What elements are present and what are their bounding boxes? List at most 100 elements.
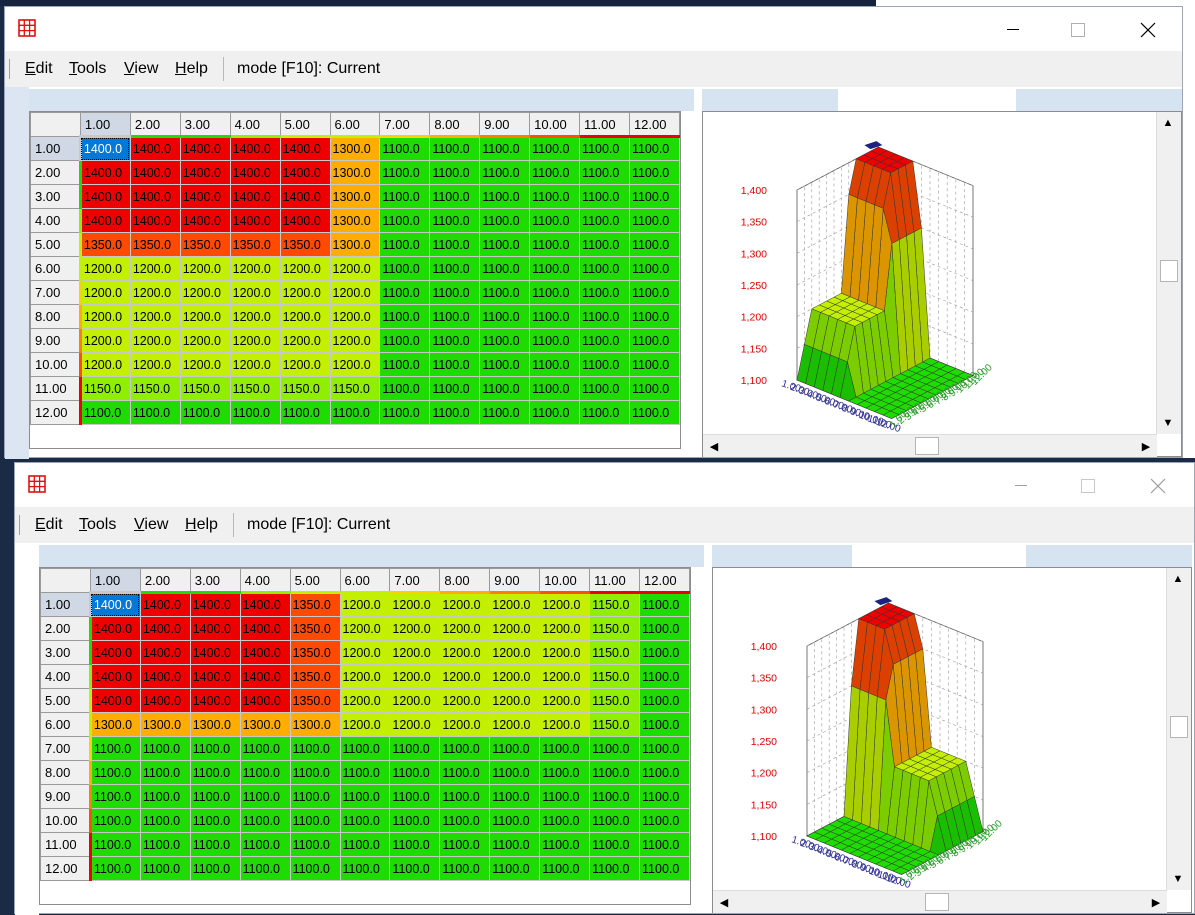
column-header[interactable]: 4.00 <box>239 568 291 594</box>
table-cell[interactable]: 1100.0 <box>529 184 581 209</box>
table-cell[interactable]: 1100.0 <box>579 160 630 185</box>
table-cell[interactable]: 1200.0 <box>229 328 281 353</box>
table-cell[interactable]: 1100.0 <box>139 784 191 809</box>
table-cell[interactable]: 1100.0 <box>628 304 680 329</box>
table-cell[interactable]: 1100.0 <box>429 136 481 161</box>
table-cell[interactable]: 1100.0 <box>289 856 341 881</box>
table-cell[interactable]: 1100.0 <box>639 616 690 641</box>
table-cell[interactable]: 1100.0 <box>89 736 141 761</box>
column-header[interactable]: 10.00 <box>529 112 581 138</box>
table-cell[interactable]: 1400.0 <box>189 616 241 641</box>
menu-help[interactable]: Help <box>175 60 208 77</box>
table-cell[interactable]: 1200.0 <box>279 352 331 377</box>
table-cell[interactable]: 1400.0 <box>239 616 291 641</box>
table-cell[interactable]: 1100.0 <box>489 736 541 761</box>
column-header[interactable]: 9.00 <box>479 112 531 138</box>
table-cell[interactable]: 1200.0 <box>129 352 181 377</box>
column-header[interactable]: 12.00 <box>628 112 680 138</box>
table-cell[interactable]: 1200.0 <box>539 616 591 641</box>
table-cell[interactable]: 1100.0 <box>189 832 241 857</box>
table-cell[interactable]: 1200.0 <box>329 352 381 377</box>
table-cell[interactable]: 1100.0 <box>479 256 531 281</box>
table-cell[interactable]: 1100.0 <box>439 784 491 809</box>
table-cell[interactable]: 1100.0 <box>429 208 481 233</box>
table-cell[interactable]: 1100.0 <box>628 184 680 209</box>
table-cell[interactable]: 1400.0 <box>79 160 131 185</box>
table-cell[interactable]: 1350.0 <box>79 232 131 257</box>
table-cell[interactable]: 1100.0 <box>439 832 491 857</box>
table-cell[interactable]: 1100.0 <box>379 304 431 329</box>
table-cell[interactable]: 1200.0 <box>279 304 331 329</box>
table-cell[interactable]: 1100.0 <box>389 856 441 881</box>
table-cell[interactable]: 1100.0 <box>139 832 191 857</box>
table-cell[interactable]: 1400.0 <box>239 688 291 713</box>
column-header[interactable]: 6.00 <box>329 112 381 138</box>
table-cell[interactable]: 1200.0 <box>539 592 591 617</box>
table-cell[interactable]: 1100.0 <box>479 328 531 353</box>
table-cell[interactable]: 1200.0 <box>279 256 331 281</box>
table-cell[interactable]: 1100.0 <box>379 232 431 257</box>
table-cell[interactable]: 1100.0 <box>379 136 431 161</box>
row-header[interactable]: 12.00 <box>30 400 82 425</box>
table-cell[interactable]: 1300.0 <box>329 232 381 257</box>
table-cell[interactable]: 1150.0 <box>229 376 281 401</box>
table-cell[interactable]: 1200.0 <box>179 304 231 329</box>
table-cell[interactable]: 1100.0 <box>339 784 391 809</box>
table-cell[interactable]: 1200.0 <box>179 328 231 353</box>
table-cell[interactable]: 1200.0 <box>539 664 591 689</box>
table-cell[interactable]: 1100.0 <box>439 856 491 881</box>
row-header[interactable]: 7.00 <box>40 736 92 761</box>
menu-view[interactable]: View <box>124 60 159 77</box>
table-cell[interactable]: 1150.0 <box>589 664 641 689</box>
column-header[interactable]: 9.00 <box>489 568 541 594</box>
table-cell[interactable]: 1200.0 <box>179 256 231 281</box>
table-cell[interactable]: 1350.0 <box>289 640 341 665</box>
table-cell[interactable]: 1200.0 <box>329 328 381 353</box>
scroll-thumb[interactable] <box>1170 716 1188 738</box>
table-cell[interactable]: 1100.0 <box>639 856 690 881</box>
table-cell[interactable]: 1400.0 <box>189 664 241 689</box>
column-header[interactable]: 11.00 <box>579 112 630 138</box>
table-cell[interactable]: 1100.0 <box>589 832 641 857</box>
table-cell[interactable]: 1100.0 <box>189 760 241 785</box>
row-header[interactable]: 3.00 <box>30 184 82 209</box>
table-cell[interactable]: 1200.0 <box>339 616 391 641</box>
table-cell[interactable]: 1100.0 <box>639 664 690 689</box>
minimize-button[interactable] <box>998 471 1044 501</box>
table-cell[interactable]: 1200.0 <box>179 280 231 305</box>
row-header[interactable]: 1.00 <box>40 592 92 617</box>
row-header[interactable]: 3.00 <box>40 640 92 665</box>
table-cell[interactable]: 1100.0 <box>389 832 441 857</box>
table-cell[interactable]: 1100.0 <box>489 856 541 881</box>
table-cell[interactable]: 1100.0 <box>429 376 481 401</box>
menu-view[interactable]: View <box>134 516 169 533</box>
table-cell[interactable]: 1100.0 <box>289 784 341 809</box>
menu-tools[interactable]: Tools <box>69 60 107 77</box>
row-header[interactable]: 2.00 <box>40 616 92 641</box>
table-cell[interactable]: 1100.0 <box>479 304 531 329</box>
table-cell[interactable]: 1100.0 <box>189 856 241 881</box>
table-cell[interactable]: 1100.0 <box>639 784 690 809</box>
table-cell[interactable]: 1100.0 <box>339 832 391 857</box>
table-cell[interactable]: 1100.0 <box>289 808 341 833</box>
row-header[interactable]: 8.00 <box>30 304 82 329</box>
table-cell[interactable]: 1100.0 <box>139 856 191 881</box>
table-cell[interactable]: 1100.0 <box>529 232 581 257</box>
table-cell[interactable]: 1100.0 <box>529 136 581 161</box>
table-cell[interactable]: 1100.0 <box>129 400 181 425</box>
table-cell[interactable]: 1150.0 <box>179 376 231 401</box>
table-cell[interactable]: 1100.0 <box>479 280 531 305</box>
scroll-left-button[interactable]: ◀ <box>713 891 735 913</box>
table-cell[interactable]: 1200.0 <box>439 712 491 737</box>
table-cell[interactable]: 1100.0 <box>289 736 341 761</box>
table-cell[interactable]: 1100.0 <box>579 400 630 425</box>
table-cell[interactable]: 1100.0 <box>379 160 431 185</box>
table-cell[interactable]: 1150.0 <box>589 688 641 713</box>
table-cell[interactable]: 1400.0 <box>279 208 331 233</box>
table-cell[interactable]: 1400.0 <box>239 592 291 617</box>
table-cell[interactable]: 1200.0 <box>439 664 491 689</box>
table-cell[interactable]: 1200.0 <box>389 640 441 665</box>
table-cell[interactable]: 1100.0 <box>389 736 441 761</box>
table-cell[interactable]: 1100.0 <box>589 784 641 809</box>
